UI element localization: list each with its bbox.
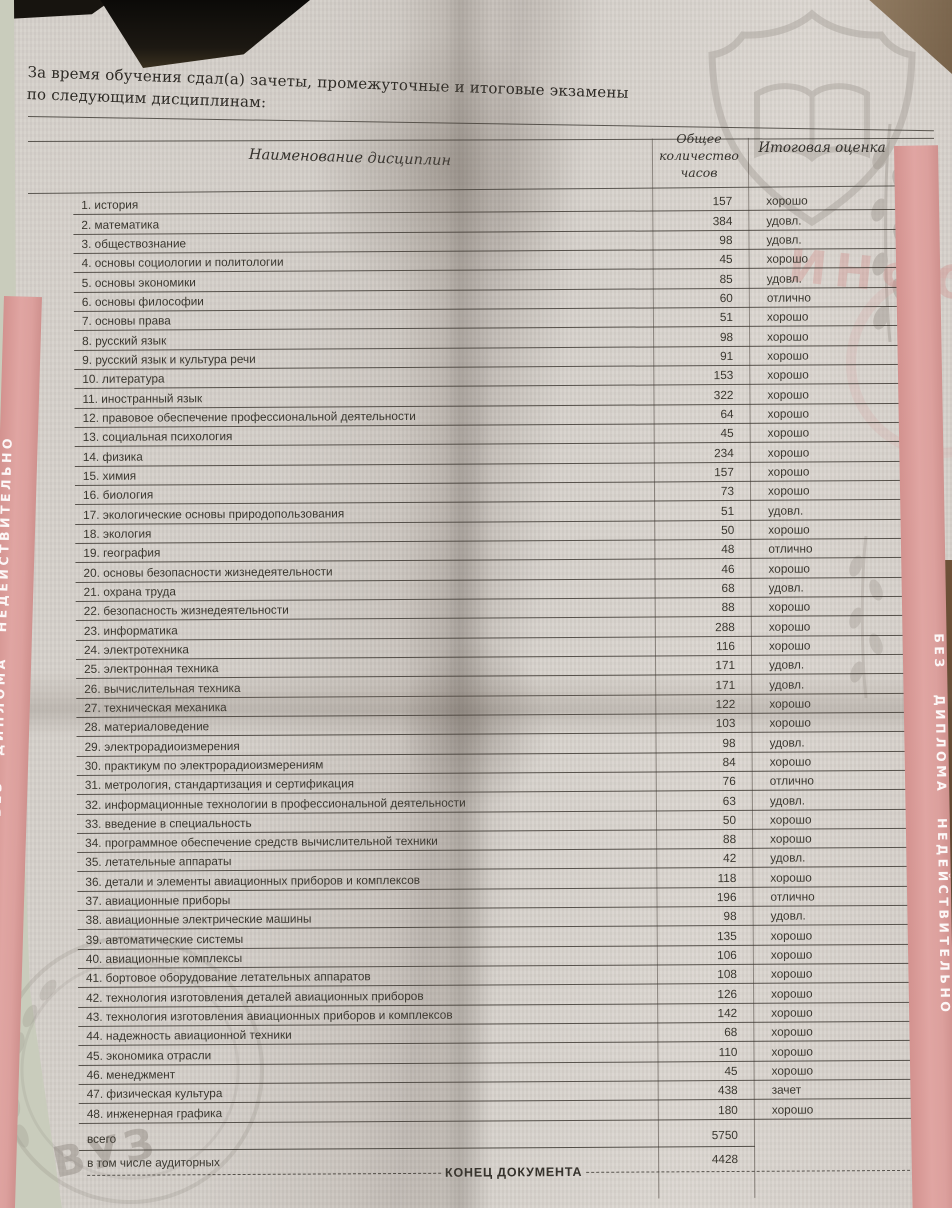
discipline-hours: 171 [715, 677, 736, 692]
discipline-hours: 48 [721, 542, 735, 557]
discipline-hours: 88 [721, 600, 735, 615]
discipline-hours: 51 [720, 503, 735, 518]
discipline-hours: 50 [721, 522, 735, 537]
discipline-hours: 88 [722, 832, 737, 847]
discipline-hours: 68 [724, 1025, 738, 1040]
discipline-hours: 98 [719, 329, 734, 344]
column-header-hours: Общее количество часов [659, 131, 739, 180]
discipline-hours: 98 [719, 232, 733, 248]
total-hours: 5750 [711, 1127, 738, 1143]
discipline-hours: 60 [719, 290, 733, 306]
discipline-hours: 73 [720, 484, 735, 499]
discipline-hours: 51 [719, 310, 733, 325]
discipline-hours: 142 [717, 1006, 738, 1021]
discipline-hours: 110 [718, 1044, 738, 1059]
discipline-hours: 42 [723, 851, 737, 866]
discipline-hours: 45 [720, 426, 734, 441]
discipline-hours: 180 [718, 1102, 738, 1117]
discipline-hours: 50 [722, 812, 737, 827]
discipline-hours: 438 [717, 1083, 738, 1098]
dashed-rule-left [87, 1172, 442, 1176]
discipline-hours: 196 [716, 890, 737, 905]
discipline-hours: 116 [716, 638, 736, 653]
discipline-hours: 126 [717, 986, 738, 1001]
end-of-document-label: КОНЕЦ ДОКУМЕНТА [444, 1164, 583, 1180]
discipline-hours: 118 [717, 870, 737, 885]
discipline-hours: 103 [715, 716, 736, 731]
discipline-hours: 157 [714, 464, 734, 480]
discipline-hours: 98 [723, 909, 737, 924]
discipline-hours: 98 [722, 735, 736, 750]
discipline-hours: 46 [721, 561, 735, 576]
discipline-hours: 85 [719, 271, 733, 286]
dashed-rule-right [586, 1169, 941, 1173]
discipline-hours: 84 [722, 754, 736, 769]
discipline-hours: 135 [716, 928, 737, 943]
disciplines-table: 1. история 157 хорошо 2. математика 384 … [72, 0, 941, 1208]
discipline-hours: 384 [712, 213, 733, 228]
discipline-hours: 234 [714, 445, 734, 460]
table-rows: 1. история 157 хорошо 2. математика 384 … [73, 190, 940, 1124]
discipline-hours: 45 [719, 252, 733, 267]
discipline-hours: 108 [717, 967, 738, 982]
discipline-hours: 45 [724, 1064, 738, 1079]
table-surface-top-left [0, 0, 112, 20]
discipline-hours: 157 [712, 194, 733, 209]
discipline-hours: 322 [713, 387, 734, 402]
discipline-hours: 91 [720, 348, 734, 364]
discipline-hours: 122 [715, 696, 736, 711]
discipline-hours: 288 [715, 619, 735, 634]
discipline-hours: 64 [720, 406, 734, 421]
discipline-hours: 63 [722, 793, 736, 808]
discipline-hours: 68 [721, 580, 735, 595]
discipline-hours: 76 [722, 774, 736, 789]
column-header-grade: Итоговая оценка [758, 140, 886, 156]
discipline-hours: 153 [713, 368, 734, 383]
discipline-hours: 106 [717, 948, 737, 963]
discipline-name: 48. инженерная графика [86, 1105, 223, 1121]
discipline-hours: 171 [715, 658, 736, 673]
